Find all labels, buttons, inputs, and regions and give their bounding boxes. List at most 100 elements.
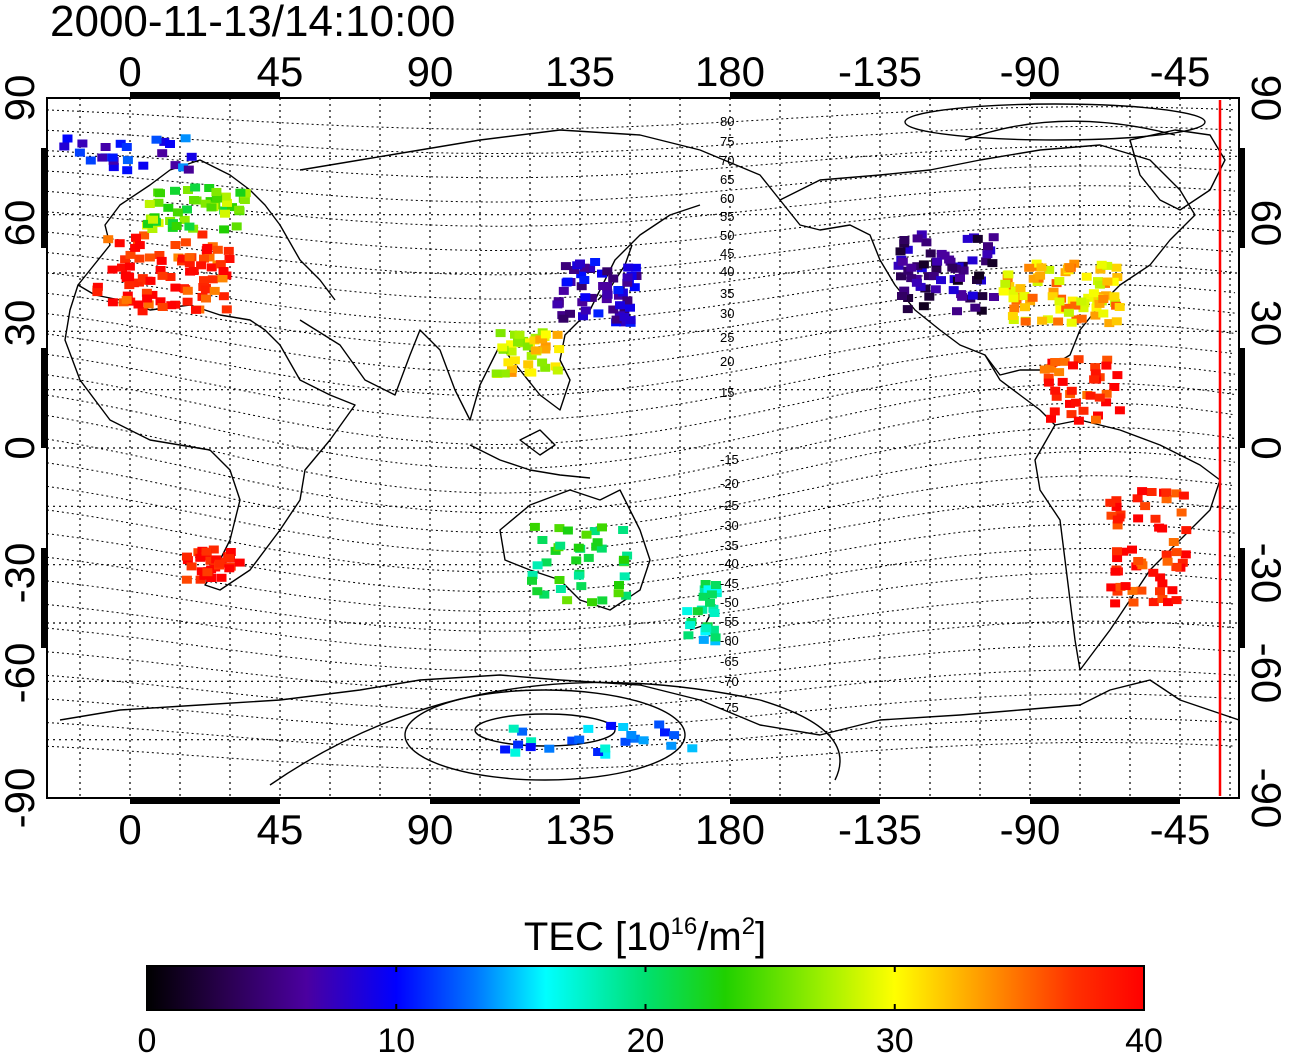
tec-point [576, 270, 587, 279]
tec-point [509, 356, 520, 365]
tec-point [1148, 568, 1159, 577]
tec-point [1111, 502, 1122, 511]
longitude-tick-label: 90 [407, 806, 454, 853]
longitude-tick-label: -135 [838, 48, 922, 95]
tec-point [154, 251, 165, 259]
tec-point [1112, 273, 1123, 282]
contour-label: 75 [720, 134, 734, 149]
tec-point [517, 727, 528, 736]
tec-point [523, 360, 534, 369]
contour-label: -40 [720, 556, 739, 571]
tec-point [92, 288, 103, 297]
tec-point [573, 571, 584, 580]
tec-point [613, 589, 624, 598]
tec-point [1180, 550, 1191, 559]
tec-point [1063, 308, 1074, 317]
tec-point [535, 335, 546, 344]
colorbar-ticks [146, 966, 1145, 1010]
tec-point [903, 294, 914, 302]
tec-point [554, 576, 565, 584]
tec-point [121, 143, 132, 151]
tec-point [708, 625, 719, 634]
tec-point [1111, 496, 1122, 505]
tec-point [918, 302, 929, 311]
tec-point [1127, 586, 1138, 595]
tec-point [525, 743, 536, 752]
tec-point [1049, 407, 1060, 416]
tec-point [698, 592, 709, 601]
tec-point [597, 596, 608, 605]
tec-point [615, 301, 625, 310]
tec-point [133, 300, 144, 309]
tec-point [148, 215, 158, 224]
tec-point [1136, 586, 1147, 595]
tec-point [182, 205, 192, 214]
tec-point [580, 293, 591, 302]
tec-point [184, 222, 195, 231]
tec-point [227, 203, 237, 212]
tec-point [899, 286, 910, 295]
tec-point [1112, 547, 1122, 556]
tec-point [134, 278, 144, 287]
tec-point [217, 274, 228, 283]
tec-point [924, 292, 935, 301]
longitude-tick-label: 180 [695, 806, 765, 853]
latitude-tick-label: 90 [0, 75, 43, 122]
tec-point [157, 271, 168, 280]
tec-point [1114, 303, 1125, 311]
tec-point [611, 315, 622, 324]
tec-point [1083, 293, 1094, 302]
tec-point [151, 135, 162, 144]
tec-point [918, 260, 929, 269]
tec-point [1088, 289, 1099, 298]
tec-point [540, 345, 551, 354]
contour-label: -50 [720, 595, 739, 610]
tec-point [571, 556, 582, 565]
tec-point [1102, 277, 1113, 286]
tec-point [205, 556, 216, 565]
tec-point [1181, 526, 1192, 535]
tec-point [518, 336, 529, 345]
tec-point [970, 303, 981, 312]
tec-point [974, 271, 985, 280]
longitude-tick-label: 90 [407, 48, 454, 95]
tec-point [499, 369, 510, 378]
tec-point [183, 165, 194, 174]
tec-point [189, 196, 199, 204]
tec-point [178, 163, 189, 172]
latitude-tick-label: -60 [0, 643, 43, 704]
tec-point [234, 205, 245, 214]
longitude-tick-label: -90 [1000, 806, 1061, 853]
tec-point [155, 189, 165, 198]
tec-point [190, 183, 201, 192]
tec-point [200, 552, 211, 561]
tec-point [977, 292, 988, 301]
tec-point [234, 558, 245, 567]
tec-point [1128, 598, 1139, 607]
tec-point [976, 306, 987, 315]
tec-point [1094, 280, 1105, 289]
tec-point [593, 748, 604, 756]
tec-point [1051, 392, 1062, 401]
tec-point [554, 345, 565, 354]
contour-label: 20 [720, 354, 734, 369]
tec-point [1050, 386, 1061, 395]
tec-point [1161, 495, 1172, 504]
contour-label: -75 [720, 700, 739, 715]
tec-point [1112, 515, 1123, 524]
colorbar-tick-label: 40 [1125, 1022, 1163, 1057]
tec-point [1027, 293, 1038, 302]
latitude-tick-label: 0 [1243, 436, 1290, 459]
tec-point [1073, 416, 1084, 425]
tec-point [209, 286, 220, 295]
contour-label: -30 [720, 518, 739, 533]
tec-point [620, 737, 631, 746]
tec-point [183, 186, 193, 194]
tec-point [97, 153, 108, 162]
tec-point [1039, 365, 1050, 374]
tec-point [527, 576, 537, 585]
tec-point [191, 305, 201, 314]
tec-point [1171, 548, 1182, 557]
tec-point [157, 303, 168, 311]
tec-point [221, 305, 232, 314]
